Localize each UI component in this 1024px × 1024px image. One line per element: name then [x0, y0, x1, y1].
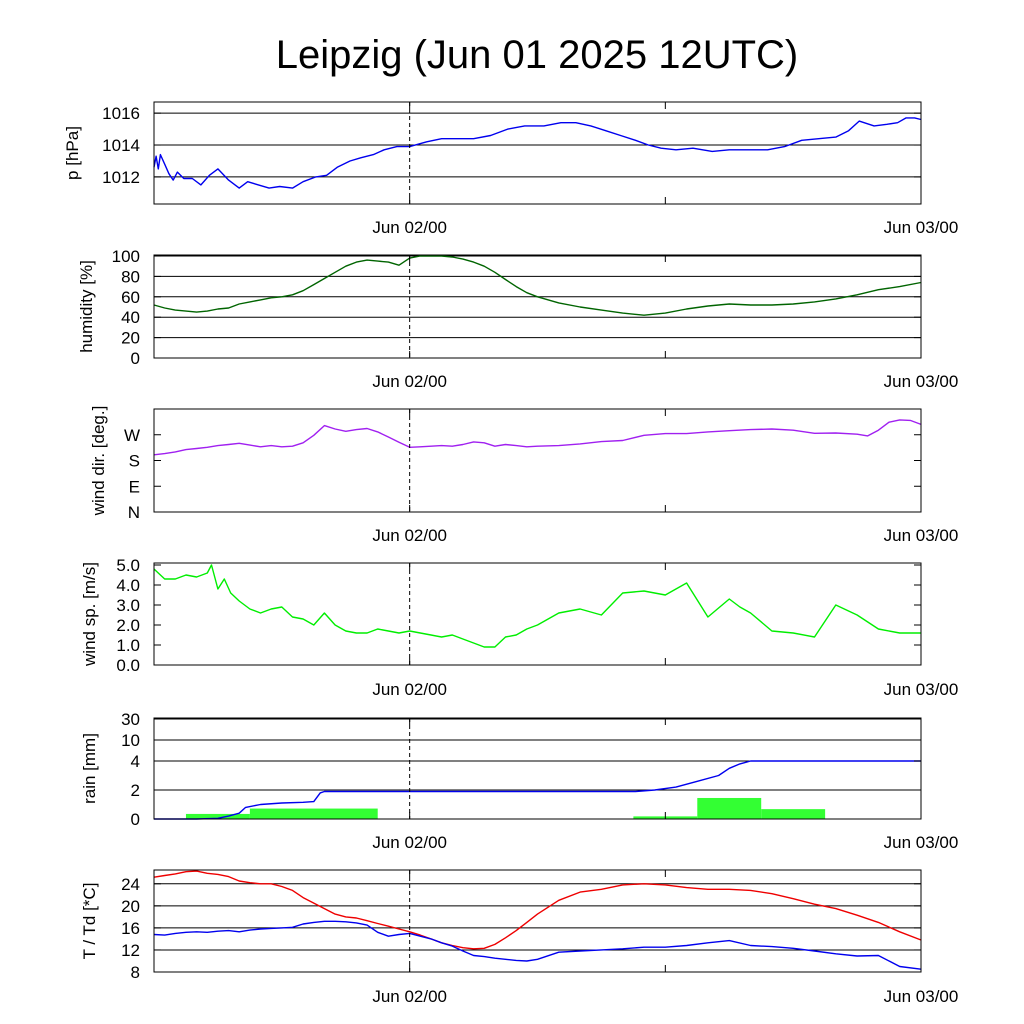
y-tick-label: E: [129, 477, 140, 496]
y-tick-label: W: [124, 426, 140, 445]
x-tick-label: Jun 03/00: [884, 526, 959, 545]
temperature-series-line-1: [153, 870, 922, 950]
y-tick-label: 4.0: [116, 576, 140, 595]
x-tick-label: Jun 03/00: [884, 987, 959, 1006]
y-tick-label: 1014: [102, 136, 140, 155]
pressure-series-line-1: [153, 117, 922, 189]
y-tick-label: 5.0: [116, 556, 140, 575]
x-tick-label: Jun 02/00: [372, 680, 447, 699]
y-tick-label: 80: [121, 267, 140, 286]
rain-bar: [761, 809, 826, 819]
y-tick-label: 0: [131, 810, 140, 829]
x-tick-label: Jun 02/00: [372, 526, 447, 545]
y-tick-label: 40: [121, 308, 140, 327]
y-axis-label: rain [mm]: [80, 733, 99, 804]
y-tick-label: 0.0: [116, 656, 140, 675]
x-tick-label: Jun 02/00: [372, 372, 447, 391]
x-tick-label: Jun 03/00: [884, 680, 959, 699]
plot-frame: [153, 562, 922, 666]
y-tick-label: 0: [131, 349, 140, 368]
y-tick-label: 16: [121, 919, 140, 938]
rain-bar: [185, 813, 250, 819]
y-tick-label: 1012: [102, 168, 140, 187]
chart-title: Leipzig (Jun 01 2025 12UTC): [276, 33, 799, 77]
panel-temperature: 8 12 16 20 24 Jun 02/00 Jun 03/00 T / Td [*C]: [80, 869, 959, 1006]
plot-frame: [153, 408, 922, 513]
y-axis-label: wind dir. [deg.]: [89, 406, 108, 517]
plot-frame: [153, 717, 922, 820]
y-tick-label: 100: [112, 247, 140, 266]
y-tick-label: N: [128, 503, 140, 522]
y-tick-label: 3.0: [116, 596, 140, 615]
x-tick-label: Jun 03/00: [884, 372, 959, 391]
temperature-series-line-2: [153, 920, 922, 970]
y-axis-label: p [hPa]: [63, 126, 82, 180]
y-tick-label: 20: [121, 329, 140, 348]
y-tick-label: 10: [121, 731, 140, 750]
y-tick-label: 30: [121, 710, 140, 729]
y-tick-label: S: [129, 452, 140, 471]
wind_speed-series-line-1: [153, 564, 921, 648]
plot-frame: [153, 869, 922, 973]
y-axis-label: humidity [%]: [77, 260, 96, 353]
y-tick-label: 2: [131, 781, 140, 800]
rain-bar: [697, 797, 762, 819]
x-tick-label: Jun 02/00: [372, 833, 447, 852]
rain-bar: [249, 808, 378, 819]
wind_direction-series-line-1: [153, 419, 922, 456]
x-tick-label: Jun 02/00: [372, 218, 447, 237]
rain-series-line-1: [154, 760, 921, 820]
plot-frame: [153, 101, 922, 205]
y-axis-label: wind sp. [m/s]: [80, 562, 99, 667]
y-tick-label: 60: [121, 288, 140, 307]
x-tick-label: Jun 02/00: [372, 987, 447, 1006]
y-tick-label: 4: [131, 752, 140, 771]
y-tick-label: 1.0: [116, 636, 140, 655]
y-tick-label: 20: [121, 897, 140, 916]
x-tick-label: Jun 03/00: [884, 218, 959, 237]
plot-frame: [153, 254, 922, 359]
y-tick-label: 8: [131, 963, 140, 982]
y-tick-label: 12: [121, 941, 140, 960]
y-tick-label: 24: [121, 875, 140, 894]
panel-wind_speed: 0.01.02.03.04.05.0 Jun 02/00 Jun 03/00 wind…: [80, 556, 958, 699]
panel-pressure: 1012 1014 1016 Jun 02/00 Jun 03/00 p [hPa]: [63, 101, 959, 237]
humidity-series-line-1: [153, 255, 922, 316]
y-tick-label: 1016: [102, 104, 140, 123]
y-axis-label: T / Td [*C]: [80, 883, 99, 960]
panel-rain: 0 2 4 10 30 Jun 02/00 Jun 03/00 rain [mm]: [80, 710, 958, 852]
y-tick-label: 2.0: [116, 616, 140, 635]
x-tick-label: Jun 03/00: [884, 833, 959, 852]
